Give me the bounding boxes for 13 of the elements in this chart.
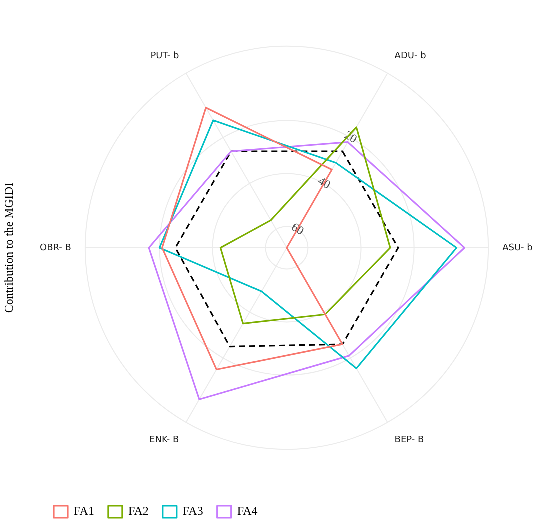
spoke-label: PUT- b xyxy=(150,51,180,62)
legend-label: FA4 xyxy=(237,504,258,518)
spoke-label: OBR- B xyxy=(40,243,72,254)
spoke-label: BEP- B xyxy=(394,435,424,446)
legend-label: FA1 xyxy=(74,504,94,518)
spoke-label: ADU- b xyxy=(394,51,427,62)
y-tick-label: 40 xyxy=(316,174,334,192)
spoke-label: ENK- B xyxy=(150,435,180,446)
legend-label: FA3 xyxy=(182,504,204,518)
legend-label: FA2 xyxy=(128,504,149,518)
y-tick-label: 60 xyxy=(289,220,307,238)
text: Contribution to the MGIDI xyxy=(2,182,16,314)
spoke-label: ASU- b xyxy=(502,243,534,254)
